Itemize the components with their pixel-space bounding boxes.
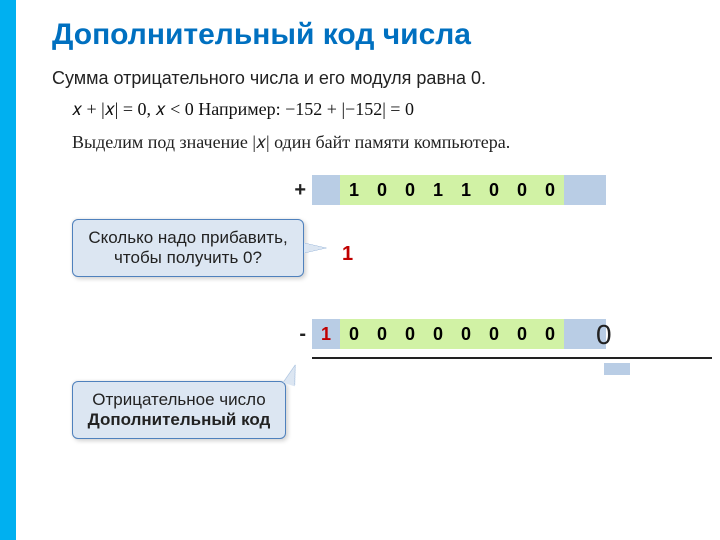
bit-cell: 0 bbox=[536, 319, 564, 349]
callout1-line2: чтобы получить 0? bbox=[87, 248, 289, 268]
bit-cell: 0 bbox=[340, 319, 368, 349]
bit-cell: 0 bbox=[368, 319, 396, 349]
byte-row-bottom: - 1 0 0 0 0 0 0 0 0 bbox=[288, 319, 606, 349]
bit-cell: 0 bbox=[368, 175, 396, 205]
under-trail-cell bbox=[604, 363, 630, 375]
lead-cell-carry: 1 bbox=[312, 319, 340, 349]
equals-line bbox=[312, 357, 712, 359]
sign-minus: - bbox=[288, 323, 312, 346]
bit-cell: 0 bbox=[396, 319, 424, 349]
sign-plus: + bbox=[288, 179, 312, 202]
page-title: Дополнительный код числа bbox=[52, 18, 690, 52]
line3-a: Выделим под значение |𝑥| bbox=[72, 132, 270, 152]
lead-cell bbox=[312, 175, 340, 205]
callout-negative: Отрицательное число Дополнительный код bbox=[72, 381, 286, 439]
intro-line: Сумма отрицательного числа и его модуля … bbox=[52, 68, 690, 89]
line3-b: один байт памяти компьютера. bbox=[274, 132, 510, 152]
formula-line: 𝑥 + |𝑥| = 0, 𝑥 < 0 Например: −152 + |−15… bbox=[52, 99, 690, 120]
callout-question: Сколько надо прибавить, чтобы получить 0… bbox=[72, 219, 304, 277]
bit-cell: 0 bbox=[480, 319, 508, 349]
bit-cell: 0 bbox=[480, 175, 508, 205]
result-zero: 0 bbox=[596, 319, 612, 351]
accent-bar bbox=[0, 0, 16, 540]
bit-cell: 0 bbox=[452, 319, 480, 349]
callout1-line1: Сколько надо прибавить, bbox=[87, 228, 289, 248]
bit-cell: 0 bbox=[508, 175, 536, 205]
callout2-line1: Отрицательное число bbox=[87, 390, 271, 410]
byte-row-top: + 1 0 0 1 1 0 0 0 bbox=[288, 175, 606, 205]
bit-cell: 1 bbox=[424, 175, 452, 205]
trail-cell bbox=[564, 175, 606, 205]
bit-cell: 0 bbox=[536, 175, 564, 205]
bit-cell: 0 bbox=[508, 319, 536, 349]
callout2-line2: Дополнительный код bbox=[87, 410, 271, 430]
bit-cell: 0 bbox=[396, 175, 424, 205]
allocation-line: Выделим под значение |𝑥| один байт памят… bbox=[52, 132, 690, 153]
bit-cell: 1 bbox=[340, 175, 368, 205]
callout-arrow-icon bbox=[304, 243, 326, 253]
workarea: + 1 0 0 1 1 0 0 0 1 - 1 0 0 0 bbox=[52, 171, 690, 491]
bit-cell: 1 bbox=[452, 175, 480, 205]
bit-cell: 0 bbox=[424, 319, 452, 349]
red-one: 1 bbox=[342, 243, 353, 266]
cells-bottom: 1 0 0 0 0 0 0 0 0 bbox=[312, 319, 606, 349]
callout-arrow-icon bbox=[283, 364, 301, 387]
slide-content: Дополнительный код числа Сумма отрицател… bbox=[16, 0, 720, 540]
cells-top: 1 0 0 1 1 0 0 0 bbox=[312, 175, 606, 205]
